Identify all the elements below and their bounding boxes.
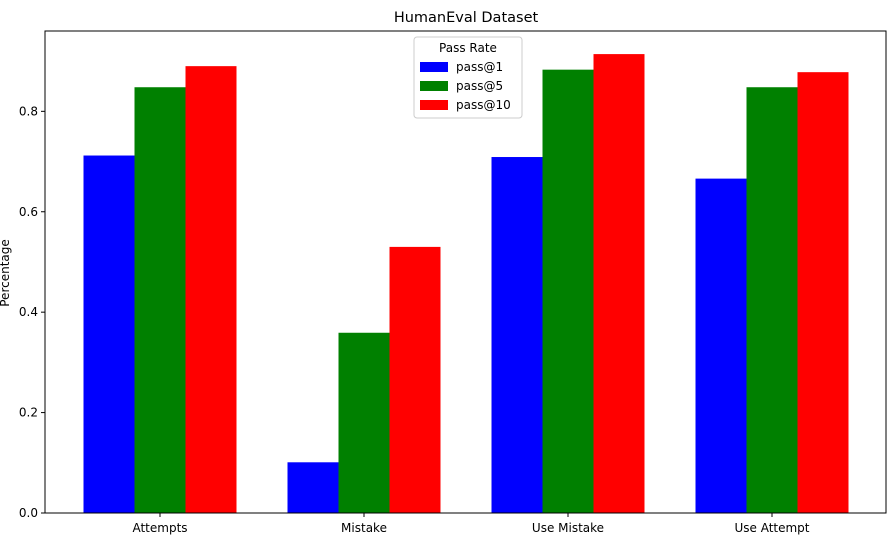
x-tick-label: Use Attempt bbox=[734, 521, 809, 535]
x-tick-label: Mistake bbox=[341, 521, 387, 535]
legend-label-pass-at-1: pass@1 bbox=[456, 60, 503, 74]
bars-group bbox=[83, 54, 849, 514]
y-tick-label: 0.4 bbox=[19, 305, 38, 319]
y-axis-ticks: 0.0 0.2 0.4 0.6 0.8 bbox=[19, 104, 45, 520]
legend-swatch-pass-at-10 bbox=[420, 100, 448, 110]
chart-title: HumanEval Dataset bbox=[394, 10, 539, 26]
bar-pass-at-5-use-attempt bbox=[746, 87, 798, 513]
x-tick-label: Attempts bbox=[132, 521, 187, 535]
y-axis-label: Percentage bbox=[0, 239, 12, 307]
bar-pass-at-10-attempts bbox=[185, 66, 237, 513]
bar-pass-at-1-attempts bbox=[83, 155, 135, 513]
x-axis-ticks: Attempts Mistake Use Mistake Use Attempt bbox=[132, 513, 810, 535]
bar-pass-at-5-attempts bbox=[134, 87, 186, 513]
y-tick-label: 0.2 bbox=[19, 406, 38, 420]
legend-swatch-pass-at-1 bbox=[420, 62, 448, 72]
legend: Pass Rate pass@1 pass@5 pass@10 bbox=[413, 36, 523, 119]
bar-pass-at-5-use-mistake bbox=[542, 69, 594, 514]
y-tick-label: 0.6 bbox=[19, 205, 38, 219]
bar-pass-at-10-use-attempt bbox=[797, 72, 849, 513]
bar-pass-at-1-use-mistake bbox=[491, 157, 543, 513]
legend-box bbox=[413, 36, 523, 119]
y-tick-label: 0.8 bbox=[19, 104, 38, 118]
legend-title: Pass Rate bbox=[439, 41, 497, 55]
bar-pass-at-1-mistake bbox=[287, 462, 339, 513]
legend-label-pass-at-5: pass@5 bbox=[456, 79, 503, 93]
bar-pass-at-10-mistake bbox=[389, 246, 441, 514]
bar-pass-at-5-mistake bbox=[338, 332, 390, 513]
legend-entries: pass@1 pass@5 pass@10 bbox=[420, 60, 511, 112]
bar-pass-at-10-use-mistake bbox=[593, 54, 645, 514]
bar-pass-at-1-use-attempt bbox=[695, 178, 747, 514]
legend-label-pass-at-10: pass@10 bbox=[456, 98, 511, 112]
y-tick-label: 0.0 bbox=[19, 506, 38, 520]
x-tick-label: Use Mistake bbox=[532, 521, 604, 535]
plot-frame bbox=[44, 30, 887, 514]
legend-swatch-pass-at-5 bbox=[420, 81, 448, 91]
